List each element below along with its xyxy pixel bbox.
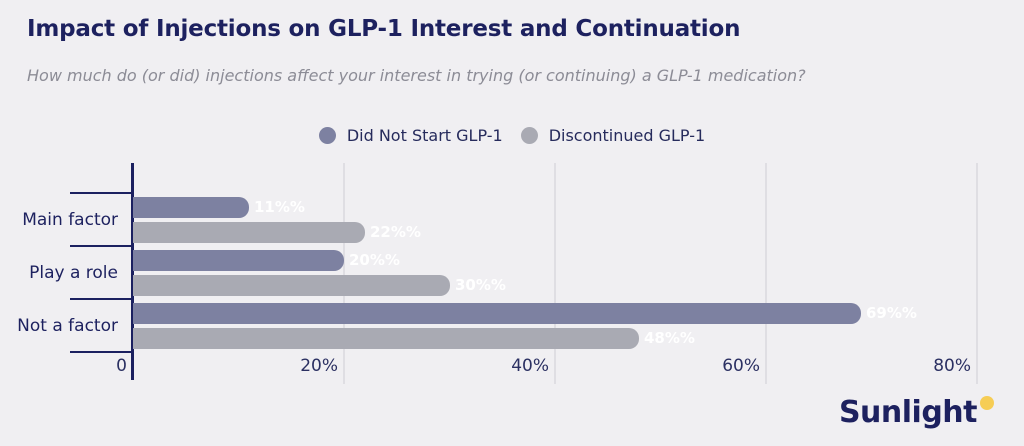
chart-subtitle: How much do (or did) injections affect y…: [27, 66, 806, 85]
bar-discontinued-0: [133, 222, 365, 243]
legend-dot-icon: [520, 127, 538, 144]
sunlight-logo: Sunlight: [839, 395, 994, 430]
legend-label: Did Not Start GLP-1: [346, 126, 503, 145]
bar-value-label: 48%%: [644, 329, 695, 347]
sunlight-logo-text: Sunlight: [838, 395, 978, 430]
category-label: Main factor: [22, 209, 118, 230]
y-axis-line: [131, 163, 134, 380]
bar-value-label: 69%%: [866, 304, 917, 322]
x-tick-label: 40%: [511, 356, 549, 376]
category-label: Not a factor: [17, 315, 118, 336]
legend-item-discontinued: Discontinued GLP-1: [520, 126, 706, 145]
bar-discontinued-2: [133, 328, 639, 349]
x-tick-label: 60%: [722, 356, 760, 376]
category-separator: [70, 298, 133, 300]
bar-value-label: 20%%: [349, 251, 400, 269]
chart-title: Impact of Injections on GLP-1 Interest a…: [27, 16, 741, 42]
bar-value-label: 11%%: [254, 198, 305, 216]
bar-value-label: 30%%: [455, 276, 506, 294]
bar-did-not-start-2: [133, 303, 861, 324]
x-tick-label: 80%: [933, 356, 971, 376]
gridline-40: [554, 163, 556, 384]
bar-did-not-start-1: [133, 250, 344, 271]
gridline-80: [976, 163, 978, 384]
bar-did-not-start-0: [133, 197, 249, 218]
legend-label: Discontinued GLP-1: [548, 126, 706, 145]
bar-discontinued-1: [133, 275, 450, 296]
category-separator: [70, 192, 133, 194]
legend: Did Not Start GLP-1 Discontinued GLP-1: [0, 126, 1024, 145]
legend-item-did-not-start: Did Not Start GLP-1: [318, 126, 503, 145]
category-separator: [70, 245, 133, 247]
gridline-60: [765, 163, 767, 384]
bar-chart-plot: 0 20% 40% 60% 80% Main factor Play a role Not a…: [0, 160, 1024, 396]
gridline-20: [343, 163, 345, 384]
category-separator: [70, 351, 133, 353]
bar-value-label: 22%%: [370, 223, 421, 241]
legend-dot-icon: [318, 127, 336, 144]
x-tick-label: 20%: [300, 356, 338, 376]
sunlight-logo-dot-icon: [980, 396, 994, 410]
category-label: Play a role: [29, 262, 118, 283]
x-tick-label: 0: [116, 356, 127, 376]
